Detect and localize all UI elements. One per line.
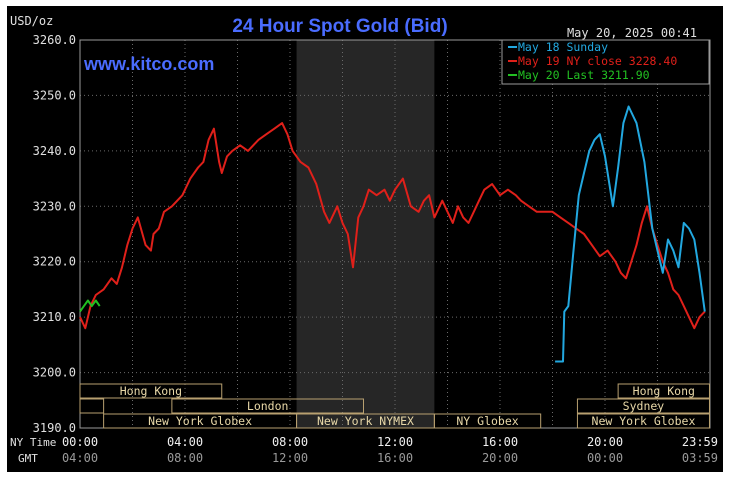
session-band: Hong Kong <box>617 383 710 399</box>
session-box <box>79 383 223 399</box>
y-tick-label: 3230.0 <box>33 199 76 213</box>
x-tick-label: 08:00 <box>272 435 308 449</box>
y-tick-label: 3190.0 <box>33 421 76 435</box>
chart-title: 24 Hour Spot Gold (Bid) <box>232 16 447 37</box>
session-label: Sydney <box>623 399 665 413</box>
session-box <box>79 398 105 414</box>
legend-text: May 19 NY close 3228.40 <box>518 54 677 68</box>
session-band: NY Globex <box>433 413 542 429</box>
session-band: Sydney <box>576 398 710 414</box>
y-tick-label: 3250.0 <box>33 88 76 102</box>
nymex-shade <box>296 40 435 428</box>
y-tick-label: 3210.0 <box>33 310 76 324</box>
session-label: Hong Kong <box>633 384 695 398</box>
session-band: New York NYMEX <box>296 413 435 429</box>
x-tick-label: 12:00 <box>272 451 308 465</box>
x-tick-label: 20:00 <box>587 435 623 449</box>
session-band: Hong Kong <box>79 383 223 399</box>
x-tick-label: 23:59 <box>682 435 718 449</box>
session-box <box>576 398 710 414</box>
x-row-label: GMT <box>18 452 38 465</box>
session-label: New York NYMEX <box>317 414 414 428</box>
x-tick-label: 16:00 <box>377 451 413 465</box>
y-tick-label: 3200.0 <box>33 366 76 380</box>
session-box <box>576 413 710 429</box>
y-tick-label: 3240.0 <box>33 144 76 158</box>
x-tick-label: 20:00 <box>482 451 518 465</box>
x-tick-label: 04:00 <box>62 451 98 465</box>
session-label: NY Globex <box>456 414 518 428</box>
x-tick-label: 12:00 <box>377 435 413 449</box>
y-tick-label: 3260.0 <box>33 33 76 47</box>
x-tick-label: 00:00 <box>62 435 98 449</box>
series-line <box>79 299 101 313</box>
series-line <box>555 105 706 363</box>
x-tick-label: 08:00 <box>167 451 203 465</box>
session-box <box>433 413 542 429</box>
x-tick-labels: NY Time 00:00 04:00 08:00 12:00 16:00 20:00 23:… <box>10 435 718 465</box>
y-tick-labels: 3260.0 3250.0 3240.0 3230.0 3220.0 3210.0 3200… <box>33 33 76 435</box>
legend-item: May 18 Sunday <box>508 40 608 54</box>
legend-text: May 20 Last 3211.90 <box>518 68 650 82</box>
session-box <box>171 398 364 414</box>
legend-item: May 20 Last 3211.90 <box>508 68 650 82</box>
series-lines <box>79 105 706 363</box>
x-row-label: NY Time <box>10 436 56 449</box>
session-label: New York Globex <box>148 414 252 428</box>
x-tick-label: 03:59 <box>682 451 718 465</box>
legend-item: May 19 NY close 3228.40 <box>508 54 677 68</box>
legend-box <box>501 39 710 85</box>
x-tick-label: 00:00 <box>587 451 623 465</box>
session-label: New York Globex <box>592 414 696 428</box>
session-label: London <box>247 399 289 413</box>
watermark: www.kitco.com <box>83 54 214 74</box>
x-tick-label: 04:00 <box>167 435 203 449</box>
session-label: Hong Kong <box>120 384 182 398</box>
legend-text: May 18 Sunday <box>518 40 608 54</box>
unit-label: USD/oz <box>10 14 53 28</box>
session-box <box>617 383 710 399</box>
session-band: New York Globex <box>576 413 710 429</box>
y-tick-label: 3220.0 <box>33 255 76 269</box>
series-line <box>79 122 706 330</box>
session-band <box>79 398 105 414</box>
datetime: May 20, 2025 00:41 <box>567 26 697 40</box>
x-tick-label: 16:00 <box>482 435 518 449</box>
session-band: London <box>171 398 364 414</box>
